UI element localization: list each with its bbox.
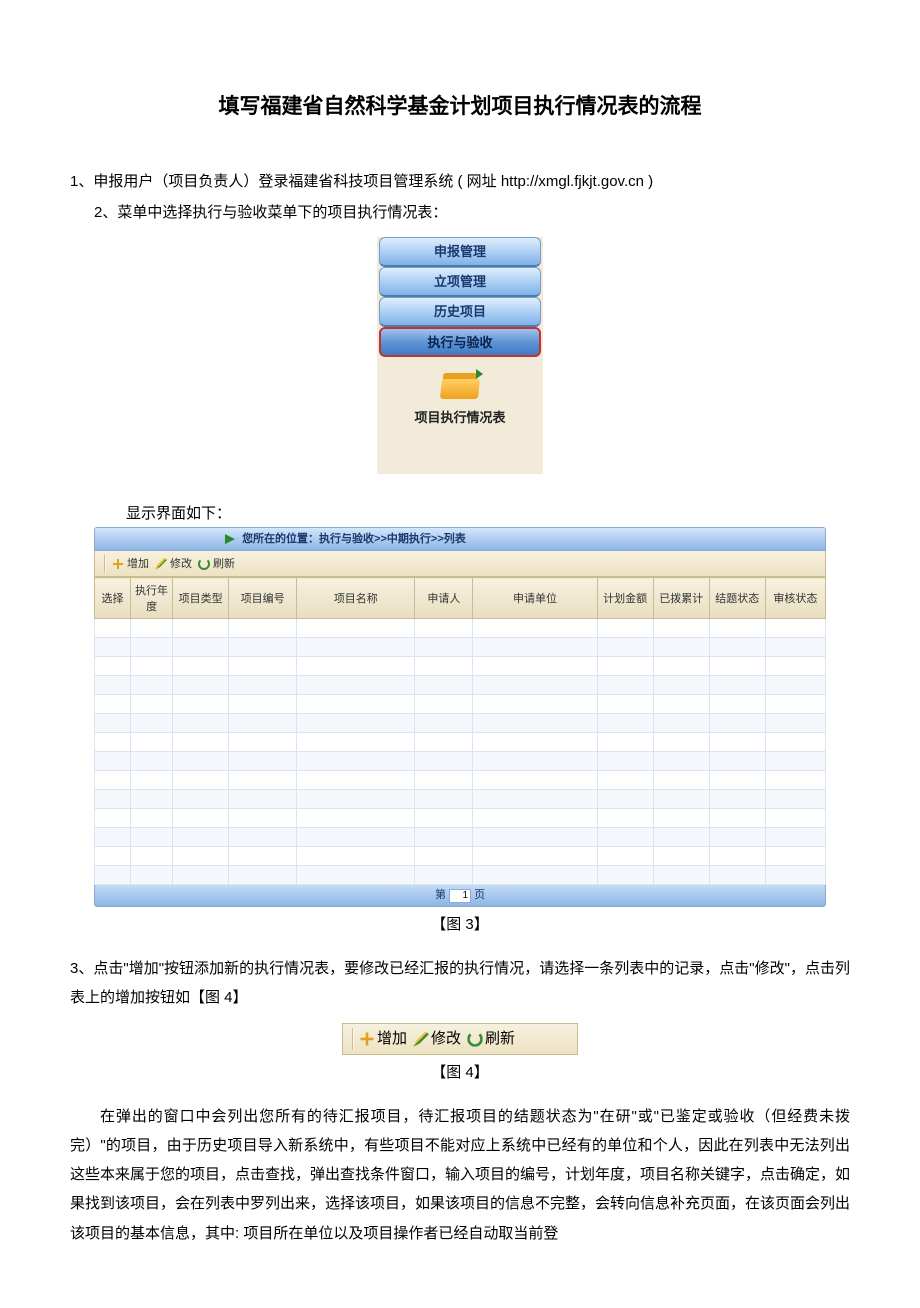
column-header: 项目名称 [297,578,415,619]
folder-icon [439,371,481,403]
grid-toolbar: 增加 修改 刷新 [94,551,826,577]
refresh-button-fig[interactable]: 刷新 [465,1024,519,1054]
breadcrumb-text: 您所在的位置：执行与验收>>中期执行>>列表 [242,533,466,545]
toolbar-figure: 增加 修改 刷新 [342,1023,578,1055]
grid-pager: 第 页 [94,885,826,907]
table-row[interactable] [95,752,826,771]
edit-icon [155,558,167,570]
pager-prefix: 第 [435,889,446,901]
grid-panel: 您所在的位置：执行与验收>>中期执行>>列表 增加 修改 刷新 选择执行年度项目… [94,527,826,907]
column-header: 结题状态 [709,578,765,619]
table-row[interactable] [95,733,826,752]
plus-icon [359,1031,375,1047]
column-header: 项目编号 [229,578,297,619]
refresh-button[interactable]: 刷新 [195,552,238,576]
table-row[interactable] [95,638,826,657]
column-header: 执行年度 [131,578,173,619]
step-2: 2、菜单中选择执行与验收菜单下的项目执行情况表： [70,199,850,228]
column-header: 申请人 [415,578,473,619]
add-button[interactable]: 增加 [109,552,152,576]
pager-suffix: 页 [474,889,485,901]
add-button-fig[interactable]: 增加 [357,1024,411,1054]
table-row[interactable] [95,809,826,828]
nav-menu: 申报管理 立项管理 历史项目 执行与验收 项目执行情况表 [377,237,543,474]
table-row[interactable] [95,676,826,695]
column-header: 项目类型 [173,578,229,619]
step-3: 3、点击"增加"按钮添加新的执行情况表，要修改已经汇报的执行情况，请选择一条列表… [70,954,850,1013]
refresh-icon [198,558,210,570]
table-row[interactable] [95,828,826,847]
table-row[interactable] [95,657,826,676]
column-header: 审核状态 [765,578,825,619]
figure-4-caption: 【图 4】 [70,1061,850,1082]
pager-input[interactable] [449,889,471,903]
edit-button-fig[interactable]: 修改 [411,1024,465,1054]
table-row[interactable] [95,714,826,733]
menu-item-execute[interactable]: 执行与验收 [379,327,541,357]
table-row[interactable] [95,619,826,638]
column-header: 计划金额 [597,578,653,619]
table-row[interactable] [95,866,826,885]
document-title: 填写福建省自然科学基金计划项目执行情况表的流程 [70,90,850,120]
figure-3-caption: 【图 3】 [70,913,850,934]
arrow-icon [225,534,235,544]
body-paragraph: 在弹出的窗口中会列出您所有的待汇报项目，待汇报项目的结题状态为"在研"或"已鉴定… [70,1102,850,1248]
breadcrumb: 您所在的位置：执行与验收>>中期执行>>列表 [94,527,826,551]
edit-button[interactable]: 修改 [152,552,195,576]
menu-sub-item[interactable]: 项目执行情况表 [383,407,537,426]
column-header: 申请单位 [473,578,597,619]
table-row[interactable] [95,847,826,866]
menu-sub-panel: 项目执行情况表 [377,357,543,432]
grid-header-row: 选择执行年度项目类型项目编号项目名称申请人申请单位计划金额已拨累计结题状态审核状… [95,578,826,619]
data-grid: 选择执行年度项目类型项目编号项目名称申请人申请单位计划金额已拨累计结题状态审核状… [94,577,826,885]
edit-icon [413,1031,429,1047]
step-1: 1、申报用户（项目负责人）登录福建省科技项目管理系统 ( 网址 http://x… [70,168,850,197]
menu-item-approve[interactable]: 立项管理 [379,267,541,297]
column-header: 选择 [95,578,131,619]
table-row[interactable] [95,771,826,790]
table-row[interactable] [95,790,826,809]
menu-item-declare[interactable]: 申报管理 [379,237,541,267]
refresh-icon [467,1031,483,1047]
interface-caption: 显示界面如下： [70,502,850,523]
menu-item-history[interactable]: 历史项目 [379,297,541,327]
plus-icon [112,558,124,570]
column-header: 已拨累计 [653,578,709,619]
table-row[interactable] [95,695,826,714]
